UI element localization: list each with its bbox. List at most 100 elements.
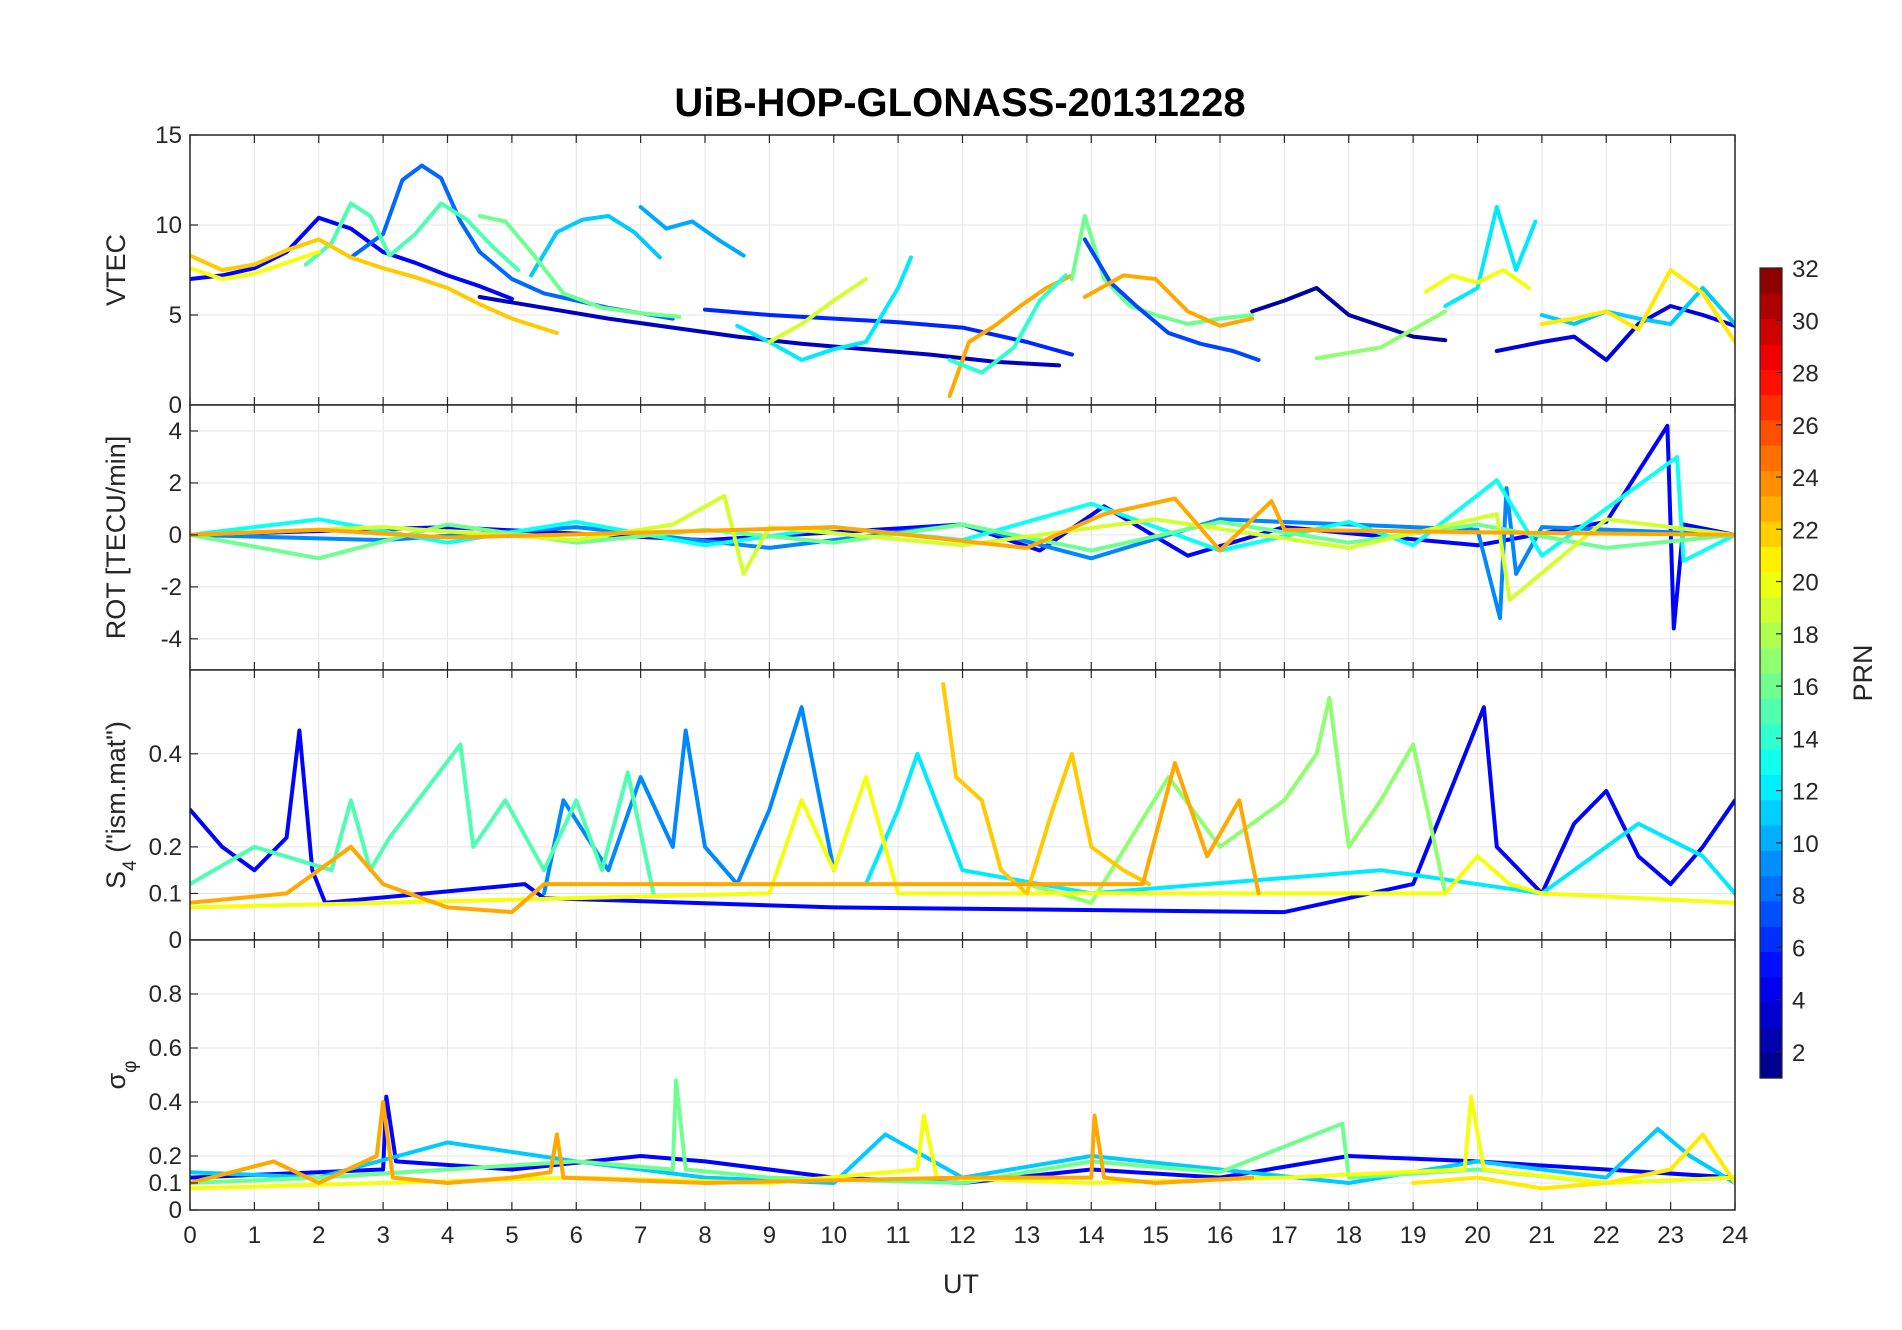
series-line-prn-19 bbox=[190, 493, 1735, 602]
y-tick-label: 0.8 bbox=[149, 981, 182, 1008]
y-tick-label: 0 bbox=[169, 392, 182, 419]
y-tick-label: 5 bbox=[169, 302, 182, 329]
y-tick-label: 0.2 bbox=[149, 834, 182, 861]
x-tick-label: 21 bbox=[1529, 1222, 1556, 1249]
colorbar-tick-label: 6 bbox=[1792, 935, 1805, 962]
y-tick-label: 0 bbox=[169, 1197, 182, 1224]
x-tick-label: 4 bbox=[441, 1222, 454, 1249]
colorbar-segment bbox=[1760, 268, 1782, 294]
y-tick-label: -4 bbox=[161, 626, 182, 653]
series-line-prn-14 bbox=[947, 273, 1068, 375]
y-tick-label: 0.6 bbox=[149, 1035, 182, 1062]
series-line-prn-16 bbox=[190, 519, 1735, 561]
series-line-prn-20 bbox=[1424, 268, 1531, 294]
colorbar-tick-label: 10 bbox=[1792, 831, 1819, 858]
colorbar-segment bbox=[1760, 369, 1782, 396]
x-tick-label: 11 bbox=[886, 1222, 911, 1249]
series-line-prn-19 bbox=[767, 277, 868, 344]
series-line-prn-21 bbox=[1411, 1132, 1735, 1191]
series-line-prn-5 bbox=[190, 1094, 1735, 1185]
colorbar-segment bbox=[1760, 419, 1782, 446]
x-tick-label: 17 bbox=[1271, 1222, 1298, 1249]
series-line-prn-22 bbox=[941, 682, 1152, 896]
colorbar-frame bbox=[1759, 267, 1783, 1079]
colorbar-tick-label: 12 bbox=[1792, 779, 1819, 806]
colorbar-segment bbox=[1760, 1002, 1782, 1028]
x-tick-label: 2 bbox=[312, 1222, 325, 1249]
colorbar-segment bbox=[1760, 824, 1782, 851]
y-tick-label: 0.4 bbox=[149, 741, 182, 768]
series-line-prn-6 bbox=[703, 307, 1074, 357]
x-tick-label: 16 bbox=[1207, 1222, 1234, 1249]
colorbar-segment bbox=[1760, 1027, 1782, 1054]
series-line-prn-11 bbox=[1539, 286, 1735, 326]
colorbar-segment bbox=[1760, 521, 1782, 548]
y-tick-label: 0.1 bbox=[149, 880, 182, 907]
colorbar-segment bbox=[1760, 571, 1782, 598]
panel-s4: 0 0.1 0.2 0.4 S4 ("ism.mat") bbox=[101, 669, 1736, 954]
series-line-prn-23 bbox=[190, 496, 1735, 553]
panel-rot: -4 -2 0 2 4 ROT [TECU/min] bbox=[101, 404, 1736, 671]
x-tick-label: 6 bbox=[570, 1222, 583, 1249]
y-tick-label: 0.4 bbox=[149, 1089, 182, 1116]
colorbar-segment bbox=[1760, 343, 1782, 370]
x-tick-label: 15 bbox=[1142, 1222, 1169, 1249]
series-line-prn-12 bbox=[863, 751, 1735, 896]
colorbar-segment bbox=[1760, 799, 1782, 826]
series-line-prn-17 bbox=[1024, 695, 1448, 905]
series-group bbox=[190, 1078, 1735, 1191]
x-tick-label: 1 bbox=[248, 1222, 261, 1249]
series-line-prn-22 bbox=[190, 237, 559, 335]
series-line-prn-11 bbox=[529, 214, 662, 278]
x-tick-label: 22 bbox=[1593, 1222, 1620, 1249]
colorbar-segment bbox=[1760, 774, 1782, 801]
colorbar-tick-label: 24 bbox=[1792, 465, 1819, 492]
colorbar-tick-label: 4 bbox=[1792, 988, 1805, 1015]
y-axis-label-main: S bbox=[101, 871, 131, 889]
y-axis-label-sub: φ bbox=[120, 1061, 141, 1073]
series-line-prn-12 bbox=[1443, 205, 1538, 308]
x-tick-label: 14 bbox=[1078, 1222, 1105, 1249]
x-tick-label: 18 bbox=[1335, 1222, 1362, 1249]
y-axis-label-vtec: VTEC bbox=[101, 234, 131, 306]
x-tick-label: 0 bbox=[183, 1222, 196, 1249]
colorbar-segment bbox=[1760, 698, 1782, 725]
x-tick-label: 19 bbox=[1400, 1222, 1427, 1249]
series-line-prn-11 bbox=[190, 1127, 1735, 1185]
x-tick-label: 5 bbox=[505, 1222, 518, 1249]
x-tick-label: 12 bbox=[949, 1222, 976, 1249]
colorbar-label: PRN bbox=[1848, 644, 1878, 701]
x-tick-label: 7 bbox=[634, 1222, 647, 1249]
series-line-prn-20 bbox=[190, 775, 1735, 910]
colorbar-tick-label: 30 bbox=[1792, 308, 1819, 335]
series-line-prn-23 bbox=[947, 273, 1074, 398]
colorbar-segment bbox=[1760, 470, 1782, 497]
y-axis-label-rot: ROT [TECU/min] bbox=[101, 436, 131, 640]
series-line-prn-4 bbox=[1494, 304, 1735, 362]
series-line-prn-16 bbox=[477, 214, 682, 319]
series-line-prn-9 bbox=[190, 486, 1735, 620]
x-tick-label: 13 bbox=[1014, 1222, 1041, 1249]
colorbar-segment bbox=[1760, 318, 1782, 345]
x-tick-label: 10 bbox=[820, 1222, 847, 1249]
y-axis-label-main: σ bbox=[101, 1073, 131, 1090]
colorbar-tick-label: 26 bbox=[1792, 413, 1819, 440]
x-tick-label: 20 bbox=[1464, 1222, 1491, 1249]
series-line-prn-17 bbox=[1314, 309, 1448, 361]
colorbar-tick-label: 14 bbox=[1792, 726, 1819, 753]
colorbar-segment bbox=[1760, 723, 1782, 750]
x-tick-label: 24 bbox=[1722, 1222, 1749, 1249]
colorbar-segment bbox=[1760, 1052, 1782, 1079]
y-axis-label-rest: ("ism.mat") bbox=[101, 721, 131, 860]
colorbar-segment bbox=[1760, 900, 1782, 927]
series-line-prn-2 bbox=[1250, 286, 1448, 343]
y-tick-label: 4 bbox=[169, 418, 182, 445]
y-axis-label-sigma: σφ bbox=[101, 1061, 141, 1090]
x-tick-label: 9 bbox=[763, 1222, 776, 1249]
colorbar-segment bbox=[1760, 875, 1782, 902]
colorbar-segment bbox=[1760, 546, 1782, 573]
series-group bbox=[190, 682, 1735, 915]
